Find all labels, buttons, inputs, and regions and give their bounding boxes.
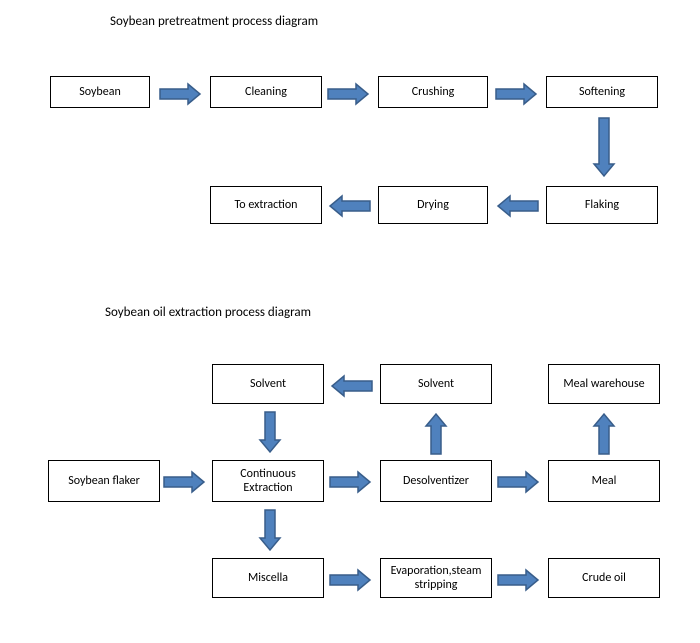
arrow-solvent1-to-contextr	[260, 412, 280, 452]
title-pretreatment: Soybean pretreatment process diagram	[110, 14, 318, 29]
node-solvent1: Solvent	[212, 364, 324, 404]
node-meal: Meal	[548, 460, 660, 502]
arrow-soybean-to-cleaning	[160, 84, 200, 104]
arrow-cleaning-to-crushing	[328, 84, 368, 104]
node-toextraction: To extraction	[210, 186, 322, 224]
arrow-solvent2-to-solvent1	[332, 376, 372, 396]
arrow-crushing-to-softening	[496, 84, 536, 104]
arrow-flaking-to-drying	[498, 196, 538, 216]
title-text: Soybean pretreatment process diagram	[110, 14, 318, 29]
arrow-contextr-to-desolv	[330, 472, 370, 492]
node-softening: Softening	[546, 76, 658, 108]
diagram-canvas: Soybean pretreatment process diagram Soy…	[0, 0, 700, 643]
arrow-miscella-to-evap	[330, 570, 370, 590]
title-extraction: Soybean oil extraction process diagram	[105, 305, 311, 320]
node-soybean: Soybean	[50, 76, 150, 108]
title-text: Soybean oil extraction process diagram	[105, 305, 311, 320]
node-cleaning: Cleaning	[210, 76, 322, 108]
node-soybeanflaker: Soybean flaker	[48, 460, 160, 502]
node-flaking: Flaking	[546, 186, 658, 224]
arrow-contextr-to-miscella	[260, 510, 280, 550]
node-miscella: Miscella	[212, 558, 324, 598]
arrow-desolv-to-meal	[498, 472, 538, 492]
arrow-softening-to-flaking	[594, 118, 614, 176]
node-drying: Drying	[378, 186, 488, 224]
node-crushing: Crushing	[378, 76, 488, 108]
node-evap: Evaporation,steam stripping	[380, 558, 492, 598]
node-desolv: Desolventizer	[380, 460, 492, 502]
node-crudeoil: Crude oil	[548, 558, 660, 598]
node-solvent2: Solvent	[380, 364, 492, 404]
node-mealwh: Meal warehouse	[548, 364, 660, 404]
arrow-meal-to-mealwh	[594, 414, 614, 454]
arrow-soybeanflaker-to-contextr	[164, 472, 204, 492]
arrow-drying-to-toextraction	[330, 196, 370, 216]
node-contextr: Continuous Extraction	[212, 460, 324, 502]
arrow-evap-to-crudeoil	[498, 570, 538, 590]
arrow-desolv-to-solvent2	[426, 414, 446, 454]
